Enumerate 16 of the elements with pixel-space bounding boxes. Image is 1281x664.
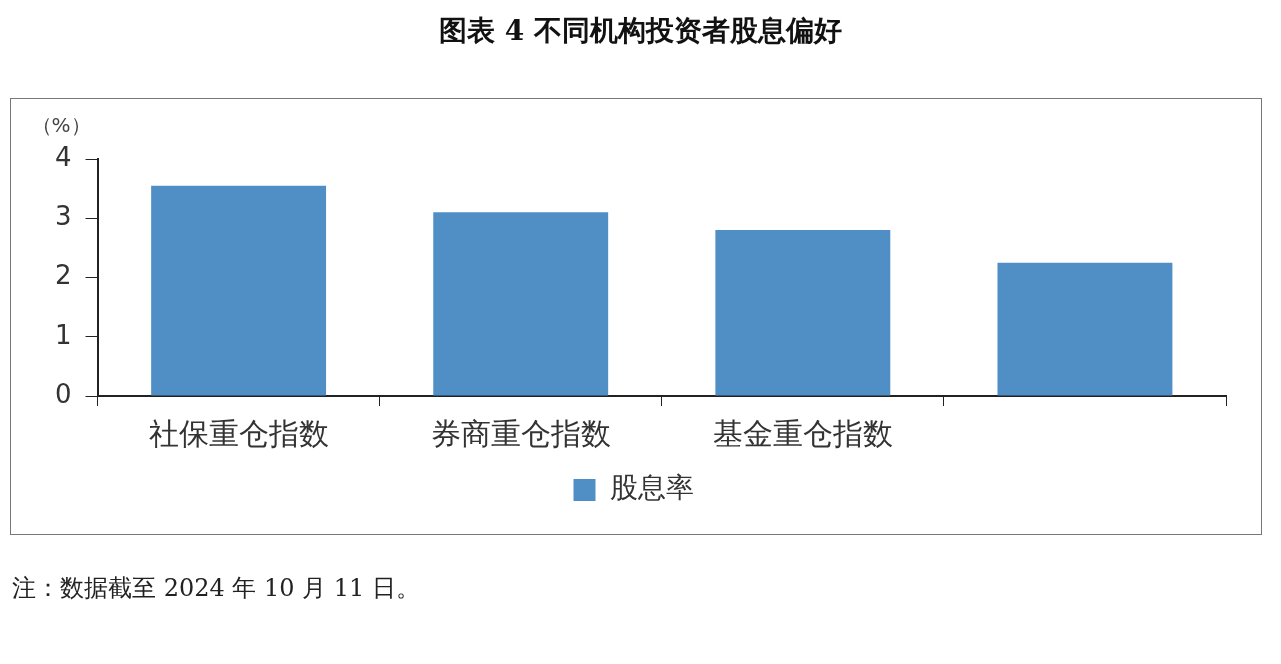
legend-label: 股息率 xyxy=(609,471,694,505)
bar xyxy=(151,185,327,396)
bar xyxy=(715,230,891,396)
x-tick-label: 基金重仓指数 xyxy=(712,415,893,451)
y-tick-label: 0 xyxy=(55,378,72,409)
bar xyxy=(997,262,1173,396)
y-tick-label: 3 xyxy=(55,201,72,231)
y-tick-label: 4 xyxy=(55,141,72,172)
chart-title: 图表 4 不同机构投资者股息偏好 xyxy=(438,13,843,49)
y-axis-title: （%） xyxy=(31,113,91,138)
x-tick-label: 券商重仓指数 xyxy=(430,415,611,451)
y-tick-label: 2 xyxy=(55,260,72,291)
text: 注：数据截至 2024 年 10 月 11 日。 xyxy=(12,573,420,604)
bar xyxy=(433,212,609,396)
x-tick-label: 社保重仓指数 xyxy=(148,415,329,451)
y-tick-label: 1 xyxy=(55,319,72,350)
